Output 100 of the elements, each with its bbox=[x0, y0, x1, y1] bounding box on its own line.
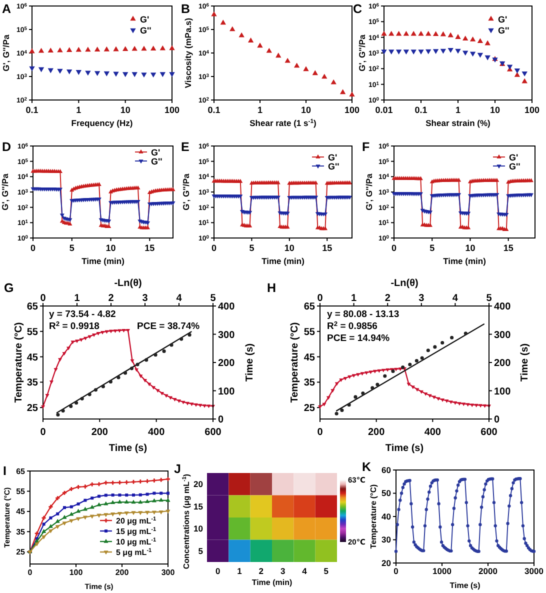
x-axis-title: Frequency (Hz) bbox=[71, 118, 133, 128]
x-tick-label: 2000 bbox=[478, 566, 498, 576]
chart-title: G bbox=[4, 281, 14, 295]
y-tick-label: 40 bbox=[382, 511, 392, 522]
legend-label: G' bbox=[328, 152, 338, 162]
y-tick-label: 55 bbox=[26, 326, 38, 338]
y-axis-title: Temperature (°C) bbox=[368, 484, 378, 549]
y-axis-title: Temperature (°C) bbox=[14, 322, 24, 403]
legend-label: G'' bbox=[498, 25, 510, 36]
x-axis-title: -Ln(θ) bbox=[390, 278, 418, 289]
legend-label: G' bbox=[498, 14, 508, 24]
y-tick-label: 45 bbox=[16, 507, 26, 516]
y-tick-label: 55 bbox=[16, 487, 26, 496]
x-tick-label: 1 bbox=[76, 105, 82, 115]
x-axis-title: Shear strain (%) bbox=[426, 118, 491, 128]
legend-label: G'' bbox=[328, 161, 340, 172]
x-tick-label: 10 bbox=[465, 243, 476, 253]
x-axis-title: Time (min) bbox=[262, 256, 305, 266]
x-tick-label: 2 bbox=[384, 293, 391, 304]
y-axis-title: G', G''/Pa bbox=[364, 173, 374, 210]
annotation: PCE = 14.94% bbox=[327, 333, 390, 344]
legend-label: G'' bbox=[151, 156, 162, 166]
x-tick-label: 10 bbox=[106, 243, 116, 253]
x-axis-title: Time (s) bbox=[385, 443, 424, 454]
legend-label: 10 μg mL$^{-1}$ bbox=[116, 538, 156, 547]
x-tick-label: 15 bbox=[322, 243, 332, 253]
legend-label: 15 μg mL$^{-1}$ bbox=[116, 527, 156, 536]
x-tick-label: 2 bbox=[108, 293, 114, 304]
x-tick-label: 0 bbox=[40, 427, 46, 438]
chart-title: E bbox=[181, 140, 190, 154]
annotation: R$^{2}$ = 0.9918 bbox=[49, 320, 100, 332]
x-tick-label: 4 bbox=[302, 566, 308, 576]
x-axis-title: Time (min) bbox=[82, 256, 125, 266]
y-axis-title: Viscosity (mPa.s) bbox=[182, 18, 193, 88]
x-tick-label: 3 bbox=[142, 293, 148, 304]
annotation: R$^{2}$ = 0.9856 bbox=[327, 320, 378, 332]
legend-label: 5 μg mL$^{-1}$ bbox=[116, 548, 152, 558]
y-tick-label: 60 bbox=[382, 464, 392, 475]
x-tick-label: 0.01 bbox=[375, 105, 393, 115]
annotation: y = 73.54 - 4.82 bbox=[49, 309, 116, 320]
x-tick-label: 0 bbox=[394, 566, 399, 576]
x-tick-label: 300 bbox=[161, 568, 176, 577]
y-tick-label: 30 bbox=[382, 534, 392, 545]
x-tick-label: 3000 bbox=[524, 566, 544, 576]
y-tick-label: 25 bbox=[26, 403, 38, 414]
y-tick-label: 200 bbox=[494, 358, 512, 369]
x-tick-label: 100 bbox=[164, 105, 180, 115]
y-tick-label: 200 bbox=[218, 358, 236, 369]
chart-title: C bbox=[353, 2, 362, 16]
y-tick-label: 35 bbox=[16, 527, 26, 536]
x-axis-title: Shear rate (1 s$^{-1}$) bbox=[250, 118, 317, 128]
chart-title: F bbox=[362, 140, 370, 154]
x-axis-title: Time (min) bbox=[252, 578, 292, 587]
y-tick-label: 35 bbox=[304, 378, 316, 389]
x-tick-label: 100 bbox=[69, 568, 84, 577]
y-tick-label: 65 bbox=[16, 466, 26, 476]
x-tick-label: 5 bbox=[324, 566, 329, 576]
y-tick-label: 45 bbox=[26, 352, 38, 364]
x-tick-label: 5 bbox=[210, 293, 216, 304]
x-tick-label: 4 bbox=[176, 293, 182, 304]
x-tick-label: 1 bbox=[455, 105, 461, 115]
x-tick-label: 200 bbox=[91, 427, 108, 438]
x-tick-label: 100 bbox=[344, 105, 360, 115]
chart-title: D bbox=[2, 140, 12, 154]
x-tick-label: 4 bbox=[452, 293, 458, 304]
x-tick-label: 5 bbox=[249, 243, 254, 253]
x-tick-label: 5 bbox=[486, 293, 492, 304]
y-axis-title: G', G''/Pa bbox=[356, 34, 367, 72]
y-axis-title: G', G''/Pa bbox=[0, 34, 11, 72]
y-tick-label: 55 bbox=[304, 326, 316, 338]
x-tick-label: 1000 bbox=[432, 566, 452, 576]
legend-label: G' bbox=[151, 147, 160, 158]
x-tick-label: 5 bbox=[69, 243, 74, 253]
x-tick-label: 0 bbox=[317, 293, 324, 304]
y-tick-label: 10 bbox=[194, 524, 204, 534]
x-tick-label: 600 bbox=[480, 427, 498, 438]
legend-label: G'' bbox=[140, 25, 152, 36]
x-tick-label: 5 bbox=[430, 243, 435, 253]
legend-label: G' bbox=[140, 14, 150, 24]
x-tick-label: 3 bbox=[418, 293, 425, 304]
x-tick-label: 0 bbox=[317, 427, 324, 438]
y-tick-label: 100 bbox=[494, 386, 512, 398]
y-tick-label: 300 bbox=[218, 330, 236, 341]
x-tick-label: 15 bbox=[144, 243, 155, 253]
y-tick-label: 100 bbox=[218, 386, 236, 398]
y-tick-label: 20 bbox=[194, 479, 204, 490]
y-tick-label: 35 bbox=[26, 378, 38, 389]
x-tick-label: 3 bbox=[280, 566, 286, 576]
chart-title: B bbox=[181, 2, 190, 16]
y-tick-label: 25 bbox=[304, 403, 316, 414]
y-tick-label: 400 bbox=[494, 302, 512, 312]
y-tick-label: 300 bbox=[494, 330, 512, 341]
x-tick-label: 1 bbox=[257, 105, 263, 115]
y-axis-title: Time (s) bbox=[244, 343, 256, 382]
y-tick-label: 0 bbox=[218, 414, 224, 426]
x-tick-label: 400 bbox=[148, 427, 166, 438]
chart-title: A bbox=[2, 2, 12, 16]
x-tick-label: 1 bbox=[237, 566, 242, 576]
x-axis-title: Time (s) bbox=[108, 443, 148, 454]
x-tick-label: 0.1 bbox=[414, 105, 428, 115]
